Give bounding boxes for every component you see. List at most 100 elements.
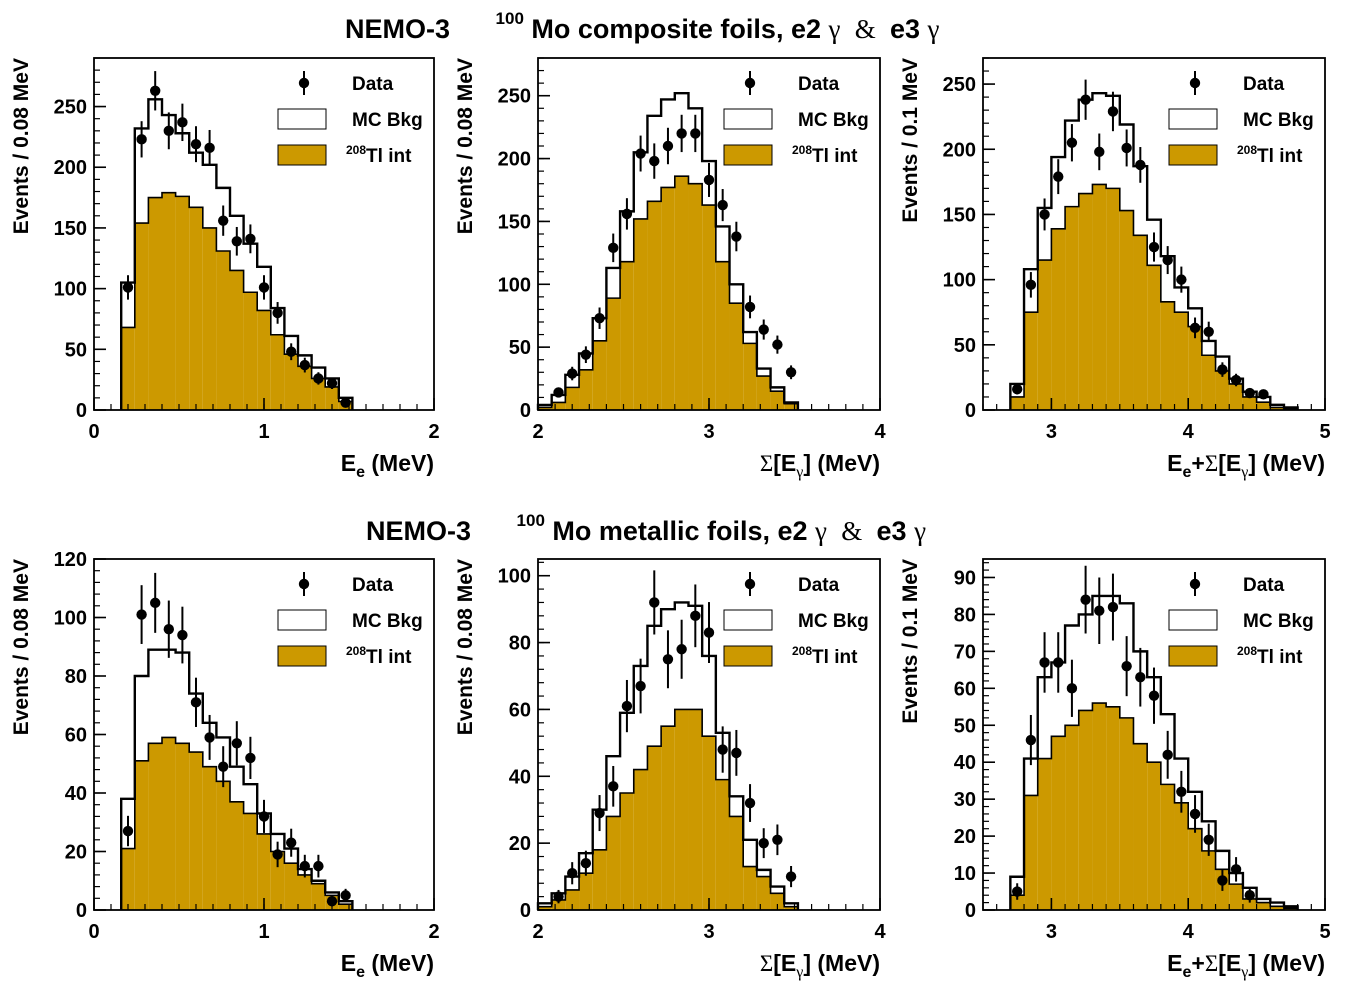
data-point [731, 221, 742, 252]
y-tick-label: 100 [943, 270, 976, 292]
data-marker [1135, 159, 1146, 171]
tl208-bar [162, 737, 176, 910]
data-marker [690, 610, 701, 622]
data-point [1189, 795, 1201, 833]
y-tick-label: 200 [498, 149, 531, 171]
tl208-bar [770, 893, 785, 910]
tl208-bar [1188, 828, 1202, 910]
tl208-bar [162, 192, 176, 410]
data-point [258, 275, 270, 300]
y-tick-label: 150 [54, 218, 87, 240]
tl208-bar [770, 391, 785, 410]
legend-tl-swatch [1168, 144, 1218, 166]
data-marker [1121, 142, 1132, 154]
data-point [299, 357, 310, 373]
data-point [177, 103, 188, 142]
data-marker [608, 781, 619, 792]
data-point [1012, 883, 1023, 900]
data-marker [635, 680, 646, 692]
y-tick-label: 20 [65, 842, 87, 864]
data-marker [258, 811, 270, 822]
x-tick-label: 0 [88, 421, 99, 443]
data-marker [1053, 171, 1064, 182]
tl208-bar [1106, 188, 1120, 410]
data-point [258, 799, 270, 833]
tl208-bar [121, 327, 135, 410]
data-marker [662, 654, 674, 665]
y-tick-label: 0 [965, 900, 976, 922]
tl208-bar [551, 402, 566, 410]
mc-total-line [536, 92, 800, 410]
tl208-bar [1092, 703, 1107, 910]
data-marker [1080, 594, 1091, 605]
data-point [608, 233, 619, 263]
tl208-outline [1009, 702, 1299, 910]
data-marker [1121, 660, 1132, 672]
y-tick-label: 80 [65, 666, 87, 688]
data-point [122, 815, 134, 847]
data-marker [177, 629, 188, 641]
tl208-bar [729, 303, 744, 410]
row-title-metallic-e3: e3 [877, 516, 907, 546]
tl208-bar [1037, 260, 1052, 410]
data-point [204, 129, 215, 166]
data-marker [1148, 690, 1160, 701]
tl208-bar [688, 709, 703, 910]
tl208-bar [257, 833, 271, 910]
data-marker [649, 597, 660, 608]
y-tick-label: 50 [509, 337, 531, 359]
y-tick-label: 250 [498, 86, 531, 108]
data-marker [758, 837, 769, 849]
data-marker [1039, 209, 1050, 220]
row-title-metallic-gamma2: γ [913, 516, 926, 546]
data-marker [1012, 383, 1023, 395]
panel-metallic-total: 0 10 20 30 40 50 60 70 80 90 3 4 5 Events / 0.1 MeV Ee… [899, 558, 1331, 981]
x-tick-label: 4 [1183, 421, 1195, 443]
data-point [662, 630, 674, 689]
row-title-composite-left: NEMO-3 [345, 14, 450, 44]
data-marker [1039, 657, 1050, 668]
legend-mc-label: MC Bkg [1243, 110, 1314, 131]
data-point [1094, 133, 1105, 171]
tl208-bar [1078, 193, 1093, 410]
y-tick-label: 50 [65, 339, 87, 361]
tl208-bar [633, 218, 648, 410]
data-point [580, 850, 592, 876]
x-axis-label: Ee (MeV) [341, 950, 434, 981]
data-marker [676, 128, 687, 139]
data-marker [272, 849, 283, 860]
y-tick-label: 0 [76, 400, 87, 422]
tl208-bar [338, 904, 353, 910]
tl208-bar [606, 298, 621, 410]
plot-frame [982, 57, 1326, 411]
data-point [1217, 362, 1228, 377]
data-point [190, 126, 202, 163]
row-title-composite-text: Mo composite foils, e2 [531, 14, 821, 44]
data-marker [136, 609, 147, 620]
tl208-bar [661, 187, 675, 410]
data-point [231, 721, 242, 766]
data-marker [1230, 864, 1242, 875]
tl208-bar [134, 223, 149, 410]
x-tick-label: 4 [874, 921, 886, 943]
tl208-bar [756, 876, 771, 910]
x-tick-label: 4 [1183, 921, 1195, 943]
data-point [177, 606, 188, 664]
data-marker [662, 140, 674, 152]
data-point [1162, 246, 1173, 275]
tl208-bar [189, 207, 203, 410]
data-marker [1176, 274, 1187, 285]
data-point [204, 714, 215, 760]
tl208-bar [175, 743, 190, 910]
x-tick-label: 3 [703, 921, 714, 943]
data-point [621, 679, 633, 733]
data-point [785, 866, 797, 888]
y-tick-label: 10 [954, 863, 976, 885]
data-marker [758, 324, 769, 335]
data-point [690, 584, 701, 648]
tl208-bar [189, 752, 203, 910]
data-marker [1012, 886, 1023, 897]
x-tick-label: 3 [703, 421, 714, 443]
